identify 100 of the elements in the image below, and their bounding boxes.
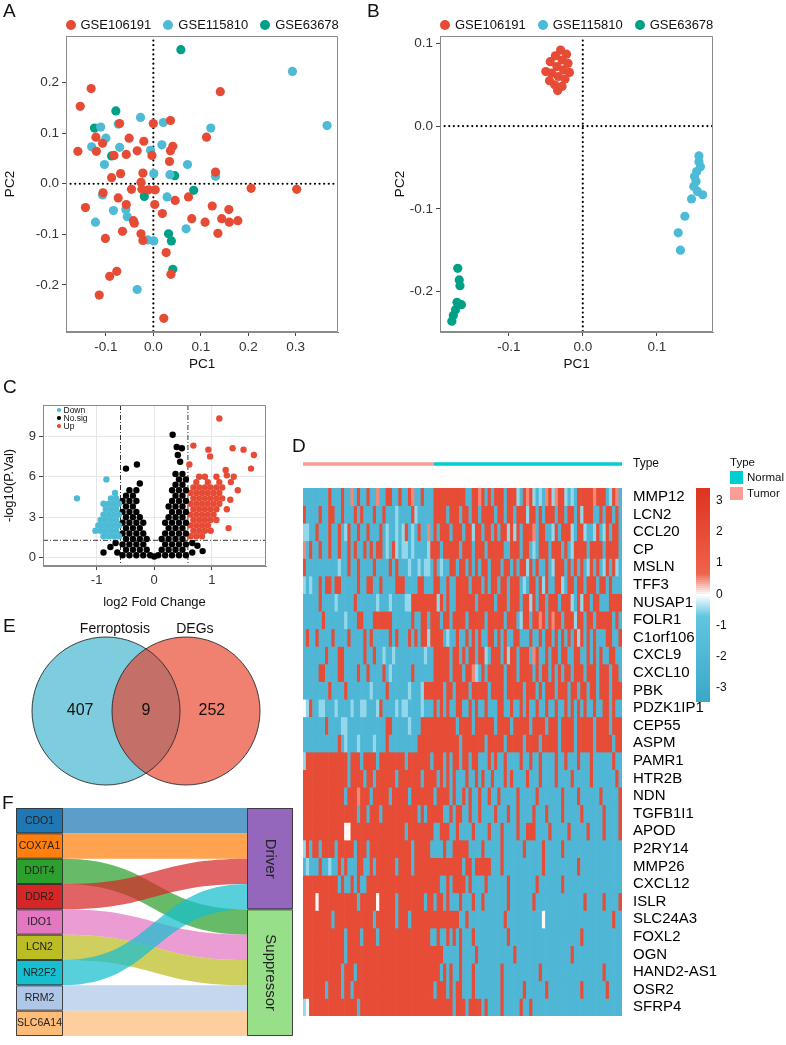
point	[75, 101, 85, 111]
y-tick-label: 0.1	[414, 35, 433, 51]
point	[94, 290, 104, 300]
point	[73, 146, 83, 156]
point	[150, 199, 160, 210]
point	[182, 159, 193, 170]
point	[292, 184, 302, 194]
category-label: Ferroptosis	[79, 619, 150, 636]
point	[189, 185, 199, 195]
x-tick-label: -1	[90, 572, 103, 588]
color-bar-label: 3	[716, 492, 723, 507]
point	[224, 204, 234, 215]
x-tick-label: -0.1	[94, 338, 118, 354]
y-tick-label: 0.2	[40, 74, 59, 90]
point	[159, 313, 169, 323]
point	[157, 209, 167, 219]
point	[115, 169, 126, 179]
point	[110, 500, 118, 507]
y-tick-label: Type	[633, 456, 660, 471]
y-tick-label: MMP26	[633, 856, 685, 874]
category-label: SLC6A14	[17, 1016, 63, 1029]
y-tick-label: P2RY14	[633, 838, 689, 856]
category-label: NR2F2	[22, 965, 57, 978]
point	[157, 140, 167, 150]
point	[100, 533, 107, 540]
y-tick-label: PBK	[633, 680, 664, 698]
point	[207, 201, 217, 211]
point	[115, 142, 125, 152]
point	[73, 495, 81, 502]
y-tick-label: HTR2B	[633, 768, 683, 786]
chart-title: A	[3, 0, 16, 21]
legend-label: GSE63678	[275, 17, 339, 33]
point	[545, 57, 555, 67]
y-tick-label: MMP12	[633, 486, 685, 504]
y-tick-label: APOD	[633, 821, 676, 839]
point	[675, 245, 686, 255]
point	[100, 500, 107, 507]
point	[563, 58, 573, 68]
y-tick-label: FOLR1	[633, 610, 682, 628]
point	[183, 192, 194, 202]
point	[165, 115, 176, 126]
y-tick-label: CXCL12	[633, 874, 690, 892]
point	[166, 269, 176, 279]
point	[105, 271, 115, 281]
y-axis-title: PC2	[1, 170, 17, 198]
point	[149, 169, 159, 179]
point	[149, 236, 159, 246]
point	[121, 199, 131, 210]
point	[138, 168, 148, 178]
point	[187, 214, 197, 224]
y-tick-label: 6	[28, 468, 36, 484]
point	[224, 217, 234, 227]
point	[206, 123, 216, 133]
category-label: DDIT4	[24, 864, 55, 877]
point	[148, 118, 158, 129]
y-tick-label: 3	[28, 508, 36, 524]
point	[138, 235, 148, 246]
point	[560, 74, 570, 84]
color-bar-label: -3	[716, 680, 727, 695]
point	[210, 167, 221, 177]
x-tick-label: 0.0	[143, 338, 163, 354]
point	[113, 193, 123, 203]
point	[80, 202, 91, 213]
data-label: 9	[141, 701, 151, 719]
point	[124, 133, 134, 143]
y-tick-label: OGN	[633, 944, 668, 962]
y-tick-label: HAND2-AS1	[633, 962, 718, 980]
legend-label: GSE106191	[455, 17, 526, 33]
point	[103, 476, 110, 483]
y-tick-label: NDN	[633, 786, 666, 804]
point	[91, 146, 101, 156]
point	[115, 500, 123, 507]
y-tick-label: 0.0	[40, 175, 59, 191]
x-tick-label: 1	[208, 572, 216, 588]
point	[166, 236, 176, 246]
point	[217, 214, 227, 224]
y-tick-label: TFF3	[633, 574, 669, 592]
y-tick-label: NUSAP1	[633, 592, 694, 610]
y-tick-label: C1orf106	[633, 627, 695, 645]
y-tick-label: 9	[28, 427, 36, 443]
point	[135, 112, 146, 123]
point	[132, 284, 142, 295]
category-label: CDO1	[24, 813, 55, 826]
text: E	[3, 615, 16, 636]
x-axis-title: PC1	[563, 355, 590, 371]
point	[107, 495, 115, 502]
x-tick-label: 0.0	[573, 338, 593, 354]
y-tick-label: TGFB1I1	[633, 803, 694, 821]
point	[108, 205, 119, 216]
point	[287, 66, 298, 77]
y-tick-label: FOXL2	[633, 926, 681, 944]
y-tick-label: SLC24A3	[633, 909, 698, 927]
y-tick-label: -0.2	[35, 276, 59, 292]
point	[246, 183, 256, 193]
point	[165, 170, 175, 180]
chart-title: C	[3, 376, 17, 397]
y-tick-label: PDZK1IP1	[633, 698, 704, 716]
point	[117, 226, 128, 236]
y-axis-title: PC2	[391, 170, 407, 198]
point	[96, 122, 106, 132]
